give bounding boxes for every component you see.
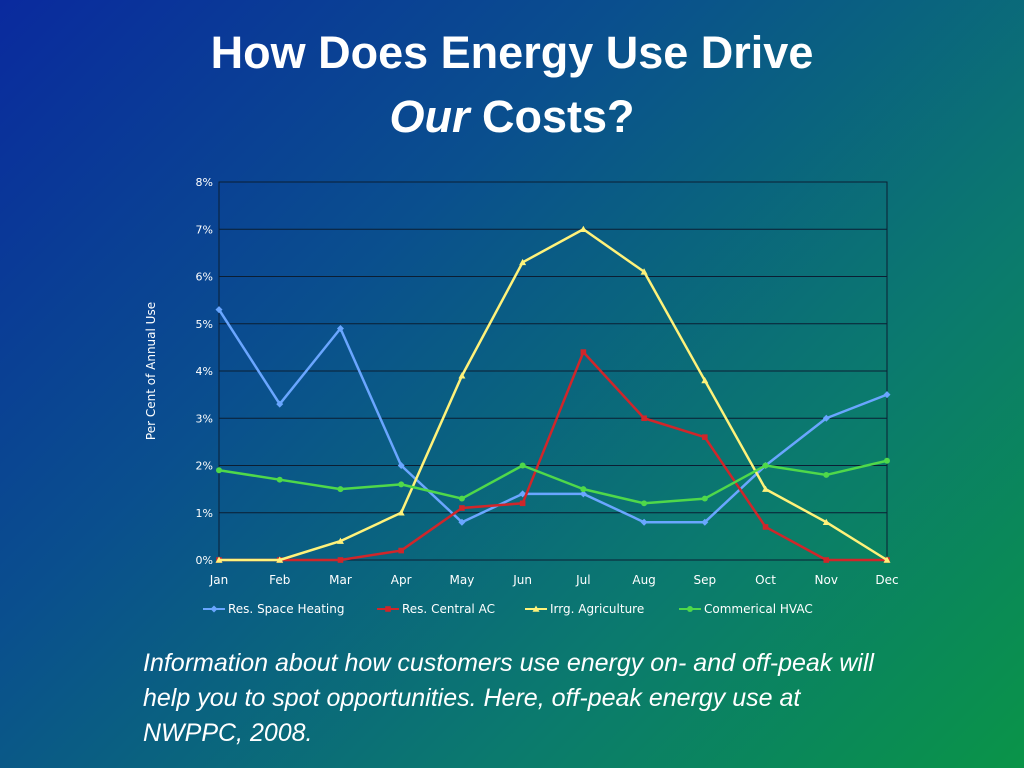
series-line [219, 228, 888, 562]
data-point [459, 505, 465, 511]
data-point [398, 547, 404, 554]
data-point [398, 481, 405, 488]
x-tick-label: Dec [875, 573, 898, 587]
data-point [336, 537, 344, 544]
slide-title-line2: Our Costs? [0, 90, 1024, 144]
series-line [217, 308, 888, 524]
data-point [822, 414, 830, 422]
legend-item: Res. Central AC [377, 602, 495, 616]
data-point [385, 606, 391, 612]
data-point [640, 268, 648, 275]
x-tick-label: Mar [329, 573, 352, 587]
data-point [276, 476, 283, 483]
plot-frame [218, 181, 888, 561]
data-point [276, 400, 284, 408]
legend-label: Commerical HVAC [704, 602, 813, 616]
data-point [701, 495, 708, 502]
title-rest: Costs? [482, 91, 635, 142]
legend-item: Res. Space Heating [203, 602, 344, 616]
data-point [701, 376, 709, 384]
data-point [883, 391, 891, 399]
slide-title-line1: How Does Energy Use Drive [210, 27, 814, 78]
y-tick-label: 1% [196, 507, 213, 520]
x-tick-label: Apr [391, 573, 412, 587]
gridlines [219, 181, 887, 561]
data-point [579, 490, 587, 498]
data-point [580, 349, 587, 355]
data-point [216, 467, 222, 474]
data-point [640, 518, 648, 526]
data-point [397, 509, 405, 516]
x-tick-labels: Jan Feb Mar Apr May Jun Jul Aug Sep Oct Nov Dec [209, 573, 899, 587]
data-point [762, 485, 770, 492]
data-point [458, 372, 466, 379]
title-emphasis: Our [389, 91, 470, 142]
line-chart: 0% 1% 2% 3% 4% 5% 6% 7% 8% Jan Feb Mar Apr May Jun Jul… [144, 176, 899, 616]
data-point [823, 471, 830, 478]
legend-label: Res. Central AC [402, 602, 495, 616]
data-point [532, 605, 540, 612]
data-point [519, 462, 526, 469]
data-point [823, 557, 830, 563]
x-tick-label: Jul [575, 573, 590, 587]
series-3 [216, 457, 890, 507]
data-point [337, 486, 344, 493]
y-tick-label: 2% [196, 460, 213, 473]
y-tick-label: 3% [196, 412, 213, 425]
data-point [458, 518, 466, 526]
data-point [397, 462, 405, 469]
y-tick-label: 0% [196, 554, 213, 567]
series-line [218, 459, 888, 505]
data-point [458, 495, 465, 502]
caption: Information about how customers use ener… [143, 649, 874, 747]
y-tick-label: 4% [196, 365, 213, 378]
data-point [822, 518, 830, 525]
y-tick-label: 8% [196, 176, 213, 189]
y-tick-label: 5% [196, 318, 213, 331]
x-tick-label: Jun [512, 573, 532, 587]
x-tick-label: May [450, 573, 475, 587]
data-point [215, 556, 223, 563]
x-tick-label: Aug [632, 573, 655, 587]
data-point [641, 500, 648, 507]
legend-label: Irrg. Agriculture [550, 602, 644, 616]
x-tick-label: Feb [269, 573, 290, 587]
data-point [336, 324, 344, 332]
data-point [701, 518, 709, 526]
legend-label: Res. Space Heating [228, 602, 344, 616]
series-lines [215, 225, 891, 563]
data-point [762, 462, 769, 469]
data-point [215, 306, 223, 314]
data-point [210, 605, 218, 613]
x-tick-label: Jan [209, 573, 229, 587]
y-tick-labels: 0% 1% 2% 3% 4% 5% 6% 7% 8% [196, 176, 213, 567]
x-tick-label: Oct [755, 573, 776, 587]
data-point [687, 606, 693, 612]
data-point [702, 434, 708, 440]
x-tick-label: Sep [694, 573, 717, 587]
data-point [641, 415, 647, 422]
data-point [579, 225, 587, 233]
legend: Res. Space Heating Res. Central AC Irrg. A… [203, 602, 813, 616]
data-point [519, 258, 527, 266]
data-point [519, 500, 526, 507]
series-line [219, 350, 887, 562]
data-point [276, 556, 284, 563]
legend-item: Irrg. Agriculture [525, 602, 644, 616]
data-point [884, 457, 890, 464]
x-tick-label: Nov [815, 573, 838, 587]
series-0 [215, 306, 891, 526]
y-axis-label: Per Cent of Annual Use [144, 302, 158, 440]
data-point [580, 486, 587, 493]
y-tick-label: 7% [196, 223, 213, 236]
data-point [337, 557, 344, 563]
series-2 [215, 225, 891, 563]
data-point [762, 524, 769, 530]
data-point [883, 556, 891, 563]
series-1 [216, 349, 890, 563]
legend-item: Commerical HVAC [679, 602, 813, 616]
y-tick-label: 6% [196, 271, 213, 284]
